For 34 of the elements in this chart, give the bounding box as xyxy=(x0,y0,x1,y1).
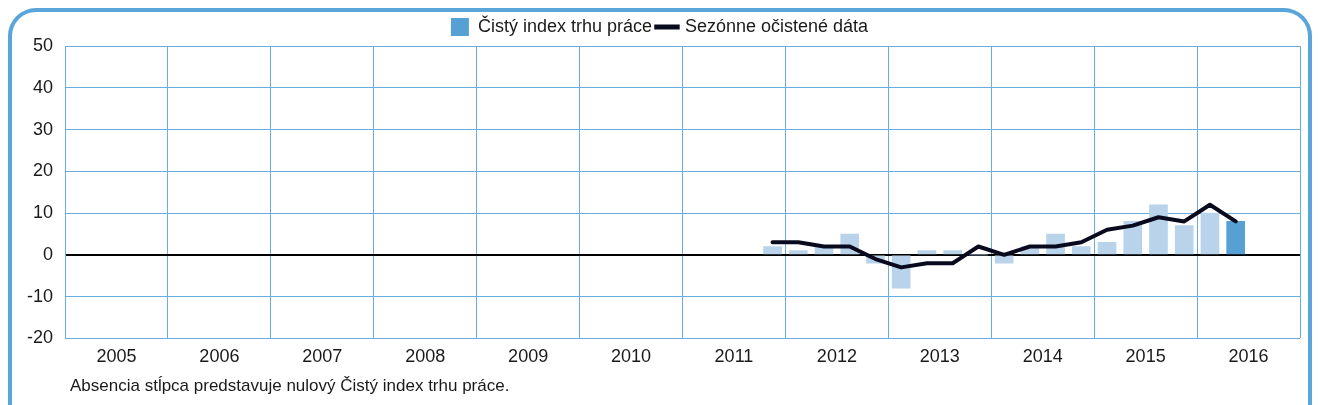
bar xyxy=(1174,225,1194,255)
y-tick-label: -10 xyxy=(27,285,54,306)
x-tick-label: 2015 xyxy=(1125,346,1166,367)
x-tick-label: 2014 xyxy=(1022,346,1063,367)
legend-label: Sezónne očistené dáta xyxy=(684,15,870,36)
x-tick-label: 2007 xyxy=(302,346,343,367)
y-tick-label: 30 xyxy=(32,118,54,139)
y-tick-label: 50 xyxy=(32,34,54,55)
y-tick-label: -20 xyxy=(27,327,54,348)
bar xyxy=(917,250,937,255)
bar xyxy=(1149,204,1168,255)
bar xyxy=(788,250,808,255)
x-tick-label: 2009 xyxy=(508,346,549,367)
y-tick-label: 40 xyxy=(32,76,54,97)
legend-label: Čistý index trhu práce xyxy=(477,14,652,36)
bar xyxy=(1071,246,1091,255)
bar xyxy=(1200,212,1220,255)
y-tick-label: 0 xyxy=(43,243,54,264)
x-tick-label: 2013 xyxy=(919,346,960,367)
y-tick-label: 20 xyxy=(32,160,54,181)
text: Absencia stĺpca predstavuje nulový Čistý index trhu práce. xyxy=(70,376,511,396)
bar xyxy=(994,255,1014,264)
bar xyxy=(943,250,962,255)
x-tick-label: 2005 xyxy=(96,346,137,367)
bar xyxy=(1226,221,1246,255)
x-tick-label: 2008 xyxy=(405,346,446,367)
y-tick-label: 10 xyxy=(32,202,54,223)
bar xyxy=(1097,242,1117,255)
bar xyxy=(763,246,782,255)
x-tick-label: 2011 xyxy=(714,346,754,367)
x-tick-label: 2016 xyxy=(1228,346,1269,367)
x-tick-label: 2006 xyxy=(199,346,240,367)
x-tick-label: 2012 xyxy=(816,346,857,367)
x-tick-label: 2010 xyxy=(611,346,652,367)
